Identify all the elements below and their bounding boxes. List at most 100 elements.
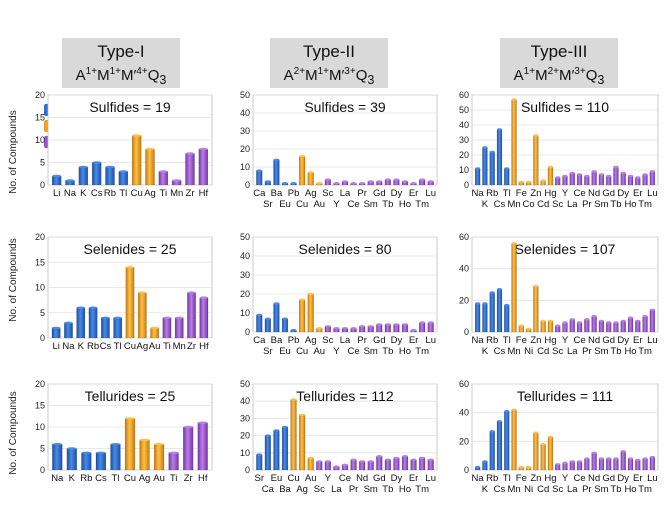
y-tick-label: 0 xyxy=(245,180,250,190)
bar-Ce xyxy=(576,461,583,471)
bar-Gd xyxy=(606,458,612,471)
x-tick-label: Tl xyxy=(119,188,127,199)
x-tick-label: Ba xyxy=(279,484,291,495)
x-tick-label: Lu xyxy=(647,473,658,484)
chart-panel-8: 0 20 40 60 Tellurides = 111 NaKRbCsTlMnFeNiZn… xyxy=(459,379,659,495)
bar-Zn xyxy=(533,285,539,333)
x-tick-label: Sc xyxy=(552,346,563,357)
bar-Sm xyxy=(598,458,605,471)
bar-Nd xyxy=(591,452,597,471)
bar-cap xyxy=(110,443,121,446)
bar-cap xyxy=(350,327,357,330)
y-tick-label: 40 xyxy=(459,264,469,274)
y-tick-label: 20 xyxy=(459,150,469,160)
bar-Y xyxy=(562,175,568,186)
bar-cap xyxy=(52,443,63,446)
plot-frame xyxy=(471,236,659,333)
x-tick-label: Ca xyxy=(262,484,275,495)
bar-cap xyxy=(316,182,323,185)
x-tick-label: Ni xyxy=(524,484,533,495)
y-tick-label: 10 xyxy=(240,308,250,318)
bar-cap xyxy=(649,455,655,459)
bar-cap xyxy=(101,316,110,319)
bar-Sr xyxy=(256,454,263,471)
bar-cap xyxy=(367,460,374,463)
bar-cap xyxy=(324,178,331,181)
bar-Zn xyxy=(533,432,539,471)
bar-Lu xyxy=(427,459,434,471)
bar-cap xyxy=(547,165,553,169)
bar-Ba xyxy=(273,159,280,186)
bar-Rb xyxy=(88,307,98,339)
bar-cap xyxy=(282,182,288,185)
bar-cap xyxy=(376,455,383,458)
x-tick-label: Cs xyxy=(95,473,107,484)
bar-cap xyxy=(427,458,434,461)
bar-Pr xyxy=(584,175,590,186)
x-tick-label: Tb xyxy=(610,346,621,357)
x-tick-label: Tb xyxy=(610,199,621,210)
bar-Nd xyxy=(591,171,597,186)
y-tick-label: 50 xyxy=(240,90,250,100)
x-tick-label: Cu xyxy=(296,346,308,357)
x-tick-label: Y xyxy=(325,473,332,484)
bar-Dy xyxy=(393,457,400,471)
bar-Rb xyxy=(81,452,92,471)
x-tick-label: Sm xyxy=(594,199,608,210)
bar-Ca xyxy=(264,435,271,471)
plot-frame xyxy=(252,236,438,333)
x-tick-label: Sm xyxy=(594,484,608,495)
y-tick-label: 10 xyxy=(240,448,250,458)
bar-Cd xyxy=(540,320,546,333)
bar-K xyxy=(482,147,488,186)
x-tick-label: Hg xyxy=(544,335,556,346)
bar-cap xyxy=(613,457,619,460)
bar-Hf xyxy=(198,148,209,186)
x-tick-label: Gd xyxy=(373,188,386,199)
bar-cap xyxy=(635,319,641,323)
bar-cap xyxy=(198,147,208,151)
bar-Rb xyxy=(489,431,495,471)
bar-cap xyxy=(52,174,62,178)
bar-Cu xyxy=(299,299,306,333)
y-tick-label: 20 xyxy=(240,289,250,299)
x-tick-label: Y xyxy=(562,473,569,484)
x-tick-label: Sm xyxy=(364,199,378,210)
bar-Cu xyxy=(299,155,306,186)
bar-cap xyxy=(649,170,655,173)
bar-cap xyxy=(92,161,102,164)
bar-Hf xyxy=(199,297,209,339)
x-tick-label: Cs xyxy=(494,484,506,495)
bar-cap xyxy=(324,325,331,328)
bar-cap xyxy=(187,291,196,294)
bar-Ce xyxy=(576,322,583,333)
y-tick-label: 20 xyxy=(240,144,250,154)
x-tick-label: Fe xyxy=(516,335,527,346)
bar-cap xyxy=(402,455,408,458)
x-tick-label: Dy xyxy=(391,335,403,346)
bar-cap xyxy=(482,302,488,305)
bar-cap xyxy=(350,458,357,461)
x-tick-label: Hf xyxy=(199,341,209,352)
x-tick-label: Ti xyxy=(160,188,168,199)
bar-cap xyxy=(584,318,590,321)
bar-Ba xyxy=(273,303,280,333)
bar-cap xyxy=(410,328,417,332)
bar-cap xyxy=(533,284,539,288)
bar-Y xyxy=(324,461,331,471)
bar-Tl xyxy=(504,411,510,471)
bar-Ag xyxy=(307,172,314,186)
bar-Dy xyxy=(620,320,626,333)
bar-cap xyxy=(547,435,553,439)
bar-Ti xyxy=(168,452,179,471)
bar-cap xyxy=(628,316,633,319)
bar-cap xyxy=(475,167,481,170)
bar-Dy xyxy=(620,451,626,471)
bar-cap xyxy=(475,302,481,305)
x-tick-label: Er xyxy=(633,473,643,484)
y-tick-label: 0 xyxy=(245,327,250,337)
y-axis-label-row1: No. of Compounds xyxy=(8,110,19,193)
chart-panel-3: 0 5 10 15 20 Selenides = 25 Li Na K Rb Cs Tl Cu Ag Au T… xyxy=(35,232,213,352)
bar-cap xyxy=(316,327,323,330)
y-tick-label: 20 xyxy=(459,295,469,305)
